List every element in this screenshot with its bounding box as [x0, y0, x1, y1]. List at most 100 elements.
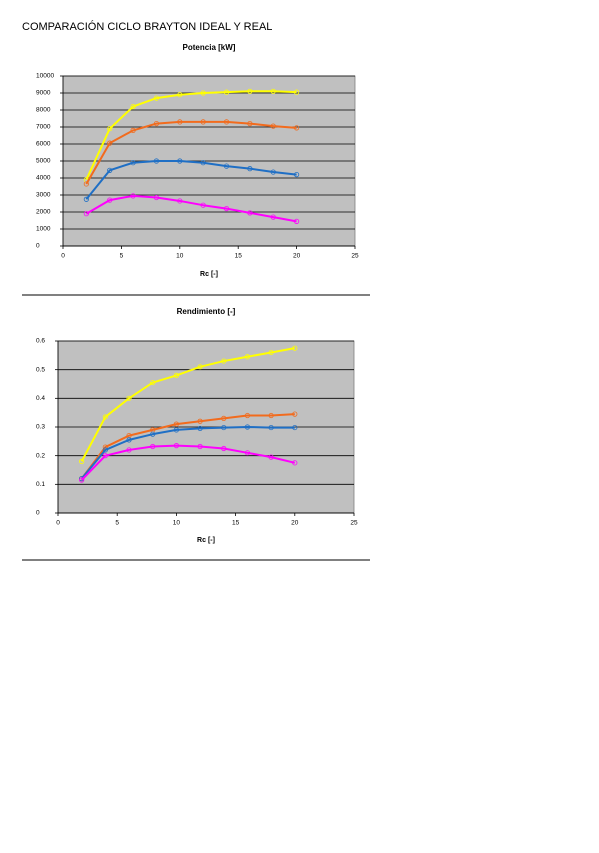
series-line	[85, 194, 297, 223]
chart-title: Potencia [kW]	[183, 43, 236, 52]
y-tick-label: 8000	[36, 107, 51, 114]
y-tick-label: 7000	[36, 124, 51, 131]
y-tick-label: 3000	[36, 192, 51, 199]
data-point	[223, 89, 230, 95]
series-line	[85, 120, 297, 185]
x-axis-label: Rc [-]	[197, 537, 215, 544]
series-line	[80, 413, 295, 480]
x-tick-label: 0	[61, 253, 65, 260]
y-tick-label: 0	[36, 510, 40, 517]
data-point	[130, 193, 136, 199]
data-point	[177, 92, 183, 98]
data-point	[292, 424, 298, 431]
y-tick-label: 0.6	[36, 338, 45, 345]
x-tick-label: 20	[293, 253, 301, 260]
data-point	[153, 158, 160, 164]
data-point	[221, 424, 227, 431]
page-title: COMPARACIÓN CICLO BRAYTON IDEAL Y REAL	[22, 20, 272, 33]
x-tick-label: 25	[351, 253, 359, 260]
data-point	[130, 160, 136, 166]
x-axis-label: Rc [-]	[200, 271, 218, 278]
data-point	[173, 427, 179, 433]
data-point	[221, 358, 227, 364]
series-line	[80, 444, 296, 481]
data-point	[102, 453, 108, 459]
y-tick-label: 1000	[36, 226, 51, 233]
data-point	[130, 104, 136, 110]
data-point	[268, 412, 274, 419]
y-tick-label: 0.4	[36, 395, 45, 402]
data-point	[244, 354, 251, 360]
data-point	[270, 123, 276, 129]
x-tick-label: 20	[291, 520, 299, 527]
y-tick-label: 2000	[36, 209, 51, 216]
data-point	[293, 218, 300, 224]
data-point	[244, 450, 251, 456]
x-tick-label: 25	[350, 520, 358, 527]
data-point	[247, 121, 253, 127]
data-point	[200, 160, 206, 166]
data-point	[223, 119, 230, 125]
data-point	[177, 158, 183, 164]
data-point	[197, 425, 203, 432]
data-point	[270, 214, 276, 220]
x-tick-label: 10	[173, 520, 181, 527]
data-point	[221, 445, 227, 452]
data-point	[153, 121, 160, 127]
data-point	[197, 418, 203, 424]
data-point	[200, 119, 206, 125]
x-tick-label: 0	[56, 520, 60, 527]
data-point	[223, 163, 230, 169]
data-point	[107, 126, 113, 132]
data-point	[173, 443, 179, 449]
series-line	[80, 426, 295, 480]
data-point	[79, 477, 85, 483]
data-point	[126, 437, 132, 443]
data-point	[247, 88, 253, 94]
y-tick-label: 0.3	[36, 424, 45, 431]
y-tick-label: 0.5	[36, 366, 45, 373]
data-point	[126, 447, 132, 453]
data-point	[150, 443, 156, 450]
data-point	[268, 349, 274, 356]
y-tick-label: 4000	[36, 175, 51, 182]
data-point	[200, 90, 206, 96]
data-point	[150, 431, 156, 437]
x-tick-label: 15	[232, 520, 240, 527]
data-point	[153, 194, 160, 201]
data-point	[292, 411, 298, 417]
chart-title: Rendimiento [-]	[177, 307, 236, 316]
y-tick-label: 9000	[36, 90, 51, 97]
data-point	[107, 167, 113, 173]
data-point	[102, 414, 108, 420]
data-point	[247, 166, 253, 172]
y-tick-label: 0.2	[36, 452, 45, 459]
series-line	[80, 347, 295, 462]
series-line	[85, 160, 297, 200]
data-point	[83, 211, 89, 217]
data-point	[107, 140, 113, 146]
data-point	[268, 454, 274, 460]
data-point	[177, 119, 183, 125]
y-tick-label: 0	[36, 243, 40, 250]
data-point	[293, 125, 300, 131]
data-point	[102, 447, 108, 453]
data-point	[130, 127, 136, 133]
series-line	[85, 90, 297, 181]
y-tick-label: 10000	[36, 73, 54, 80]
data-point	[244, 424, 251, 430]
data-point	[223, 206, 230, 212]
data-point	[83, 196, 89, 202]
data-point	[107, 197, 113, 203]
data-point	[270, 169, 276, 175]
data-point	[270, 88, 276, 94]
data-point	[173, 372, 179, 378]
data-point	[173, 421, 179, 427]
data-point	[292, 460, 298, 466]
y-tick-label: 6000	[36, 141, 51, 148]
data-point	[197, 364, 203, 370]
data-point	[83, 181, 89, 187]
x-tick-label: 10	[176, 253, 184, 260]
data-point	[221, 415, 227, 421]
